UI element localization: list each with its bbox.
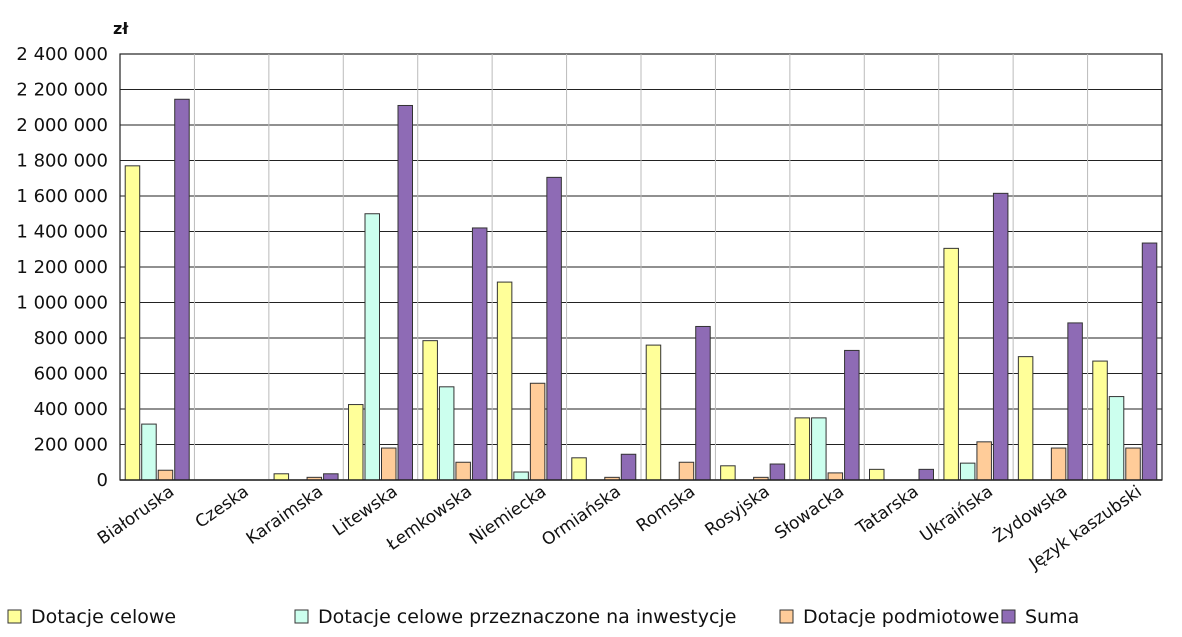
y-tick-label: 200 000: [34, 435, 108, 456]
legend-swatch: [779, 609, 794, 624]
bar: [1067, 322, 1083, 481]
bar: [323, 473, 339, 481]
legend-label: Dotacje celowe: [31, 606, 176, 628]
grid-layer: [119, 53, 1163, 481]
y-tick-label: 800 000: [34, 328, 108, 349]
bar: [1108, 396, 1125, 481]
bar: [1125, 447, 1141, 481]
bar: [918, 468, 934, 481]
bar: [992, 192, 1009, 481]
bar: [976, 441, 992, 481]
bar: [943, 247, 959, 481]
y-tick-label: 1 200 000: [16, 257, 108, 278]
bar: [1050, 447, 1067, 481]
y-tick-label: 0: [97, 470, 108, 491]
bar: [794, 417, 811, 481]
x-tick-label: Romska: [633, 482, 699, 537]
bar: [645, 344, 662, 481]
bar: [381, 447, 397, 481]
bar: [174, 98, 190, 481]
legend-swatch: [7, 609, 22, 624]
bars-layer: [124, 98, 1158, 481]
bar: [827, 472, 844, 481]
bar: [769, 463, 786, 481]
bar: [273, 473, 290, 481]
x-tick-label: Białoruska: [94, 482, 178, 549]
bar: [422, 340, 438, 481]
y-tick-label: 1 600 000: [16, 186, 108, 207]
bar: [455, 461, 471, 481]
legend-label: Dotacje celowe przeznaczone na inwestycj…: [318, 606, 736, 628]
bar: [546, 176, 562, 481]
x-tick-label: Litewska: [329, 482, 401, 541]
x-tick-label: Karaimska: [243, 482, 327, 549]
bar: [438, 386, 455, 481]
bar: [348, 404, 364, 481]
legend-label: Dotacje podmiotowe: [803, 606, 999, 628]
bar: [496, 281, 513, 481]
bar: [397, 104, 413, 481]
bar: [141, 423, 157, 481]
y-tick-label: 2 400 000: [16, 44, 108, 65]
bar: [471, 227, 488, 481]
legend-label: Suma: [1025, 606, 1079, 628]
x-tick-label: Czeska: [192, 482, 253, 533]
x-tick-label: Tatarska: [852, 482, 922, 540]
legend-swatch: [294, 609, 309, 624]
y-axis-unit-label: zł: [113, 19, 129, 38]
bar: [869, 468, 885, 481]
bar: [1141, 242, 1158, 481]
y-tick-label: 2 200 000: [16, 80, 108, 101]
y-tick-label: 1 000 000: [16, 293, 108, 314]
x-tick-label: Rosyjska: [701, 482, 773, 541]
y-tick-label: 1 800 000: [16, 151, 108, 172]
x-tick-label: Słowacka: [771, 482, 848, 544]
y-tick-label: 600 000: [34, 364, 108, 385]
bar: [1092, 360, 1108, 481]
bar: [571, 457, 587, 481]
bar: [1017, 356, 1034, 481]
x-tick-label: Ormiańska: [538, 482, 624, 551]
bar: [364, 213, 380, 481]
x-tick-label: Niemiecka: [466, 482, 550, 549]
bar: [529, 382, 546, 481]
y-tick-label: 400 000: [34, 399, 108, 420]
legend: Dotacje celowe Dotacje celowe przeznaczon…: [7, 606, 1079, 628]
x-tick-label: Ukraińska: [917, 482, 997, 547]
bar: [157, 469, 174, 481]
bar: [695, 325, 711, 481]
bar: [811, 417, 827, 481]
bar: [720, 465, 736, 481]
bar: [678, 461, 695, 481]
legend-swatch: [1001, 609, 1016, 624]
bar: [513, 471, 529, 481]
bar: [620, 453, 637, 481]
y-tick-label: 2 000 000: [16, 115, 108, 136]
bar: [124, 165, 141, 481]
bar: [959, 462, 976, 481]
bar: [844, 349, 860, 481]
y-tick-label: 1 400 000: [16, 222, 108, 243]
